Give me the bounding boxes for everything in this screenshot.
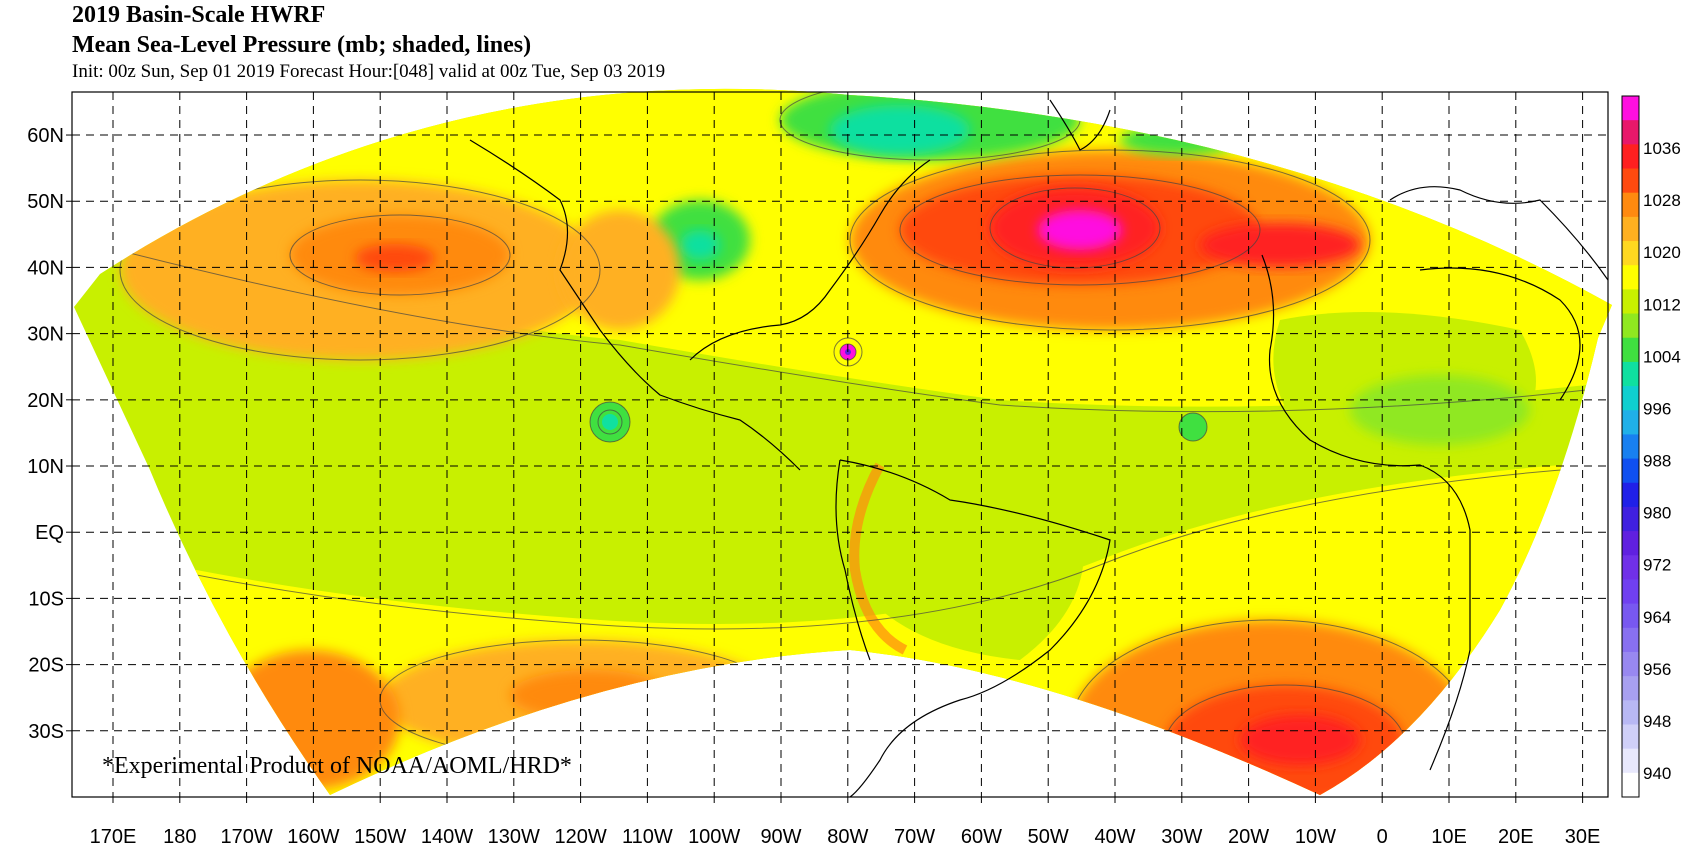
lon-label: 100W: [688, 826, 740, 846]
colorbar-label: 940: [1643, 764, 1671, 783]
lat-label: 30N: [27, 324, 64, 346]
colorbar-label: 972: [1643, 556, 1671, 575]
lon-label: 20W: [1228, 826, 1269, 846]
lon-label: 110W: [622, 826, 673, 846]
colorbar-segment: [1622, 676, 1639, 701]
coastlines: [469, 99, 1608, 797]
colorbar-label: 1020: [1643, 243, 1681, 262]
colorbar-label: 996: [1643, 399, 1671, 418]
colorbar-segment: [1622, 531, 1639, 556]
colorbar-segment: [1622, 434, 1639, 460]
colorbar-labels: 1036 1028 1020 1012 1004 996 988 980 972 964 956 94…: [1643, 139, 1681, 783]
lon-label: 170W: [220, 826, 272, 846]
colorbar-segment: [1622, 410, 1639, 435]
lon-label: 10W: [1295, 826, 1336, 846]
colorbar-segment: [1622, 651, 1639, 677]
lon-label: 150W: [354, 826, 406, 846]
colorbar-segment: [1622, 506, 1639, 532]
colorbar-segment: [1622, 289, 1639, 315]
lat-label: 50N: [27, 191, 64, 213]
colorbar-segment: [1622, 579, 1639, 605]
lon-label: 170E: [90, 826, 137, 846]
lon-label: 120W: [554, 826, 606, 846]
lon-label: 30E: [1565, 826, 1601, 846]
colorbar-segment: [1622, 168, 1639, 194]
colorbar-segment: [1622, 748, 1639, 774]
lon-label: 140W: [421, 826, 473, 846]
lat-label: 10S: [28, 588, 64, 610]
colorbar-outline: [1621, 95, 1640, 798]
lon-label: 20E: [1498, 826, 1534, 846]
colorbar-label: 988: [1643, 452, 1671, 471]
lon-label: 80W: [827, 826, 868, 846]
map-info-line: Init: 00z Sun, Sep 01 2019 Forecast Hour…: [72, 61, 666, 82]
colorbar-label: 948: [1643, 712, 1671, 731]
lat-label: 60N: [27, 125, 64, 147]
colorbar-segment: [1622, 337, 1639, 363]
colorbar: [1621, 95, 1640, 798]
colorbar-segment: [1622, 216, 1639, 242]
colorbar-segment: [1622, 96, 1639, 121]
lon-label: 130W: [488, 826, 540, 846]
lon-label: 160W: [287, 826, 339, 846]
lon-label: 10E: [1431, 826, 1467, 846]
colorbar-label: 1036: [1643, 139, 1681, 158]
lat-label: 40N: [27, 257, 64, 279]
colorbar-segment: [1622, 313, 1639, 339]
colorbar-label: 980: [1643, 504, 1671, 523]
title-block: 2019 Basin-Scale HWRF Mean Sea-Level Pre…: [72, 0, 665, 84]
graticule: [72, 92, 1608, 797]
colorbar-segment: [1622, 265, 1639, 290]
colorbar-segment: [1622, 627, 1639, 653]
colorbar-segment: [1622, 120, 1639, 145]
colorbar-segment: [1622, 144, 1639, 170]
colorbar-segment: [1622, 241, 1639, 266]
lon-label: 40W: [1094, 826, 1135, 846]
colorbar-label: 1004: [1643, 347, 1681, 366]
colorbar-segment: [1622, 772, 1639, 798]
colorbar-segment: [1622, 724, 1639, 750]
lon-label: 30W: [1161, 826, 1202, 846]
lat-label: 30S: [28, 721, 64, 743]
colorbar-segment: [1622, 458, 1639, 484]
tick-marks: [66, 134, 1584, 803]
colorbar-label: 956: [1643, 660, 1671, 679]
lat-label: 20S: [28, 655, 64, 677]
lon-label: 50W: [1028, 826, 1069, 846]
lon-label: 70W: [894, 826, 935, 846]
colorbar-segment: [1622, 361, 1639, 387]
colorbar-segment: [1622, 386, 1639, 411]
lat-label: EQ: [35, 522, 64, 544]
plot-frame: [71, 91, 1609, 798]
latitude-labels: 60N 50N 40N 30N 20N 10N EQ 10S 20S 30S: [27, 125, 64, 743]
colorbar-segment: [1622, 700, 1639, 725]
colorbar-label: 964: [1643, 608, 1671, 627]
colorbar-label: 1012: [1643, 295, 1681, 314]
colorbar-segment: [1622, 555, 1639, 580]
map-title: 2019 Basin-Scale HWRF: [72, 2, 326, 28]
lon-label: 0: [1377, 826, 1388, 846]
map-subtitle: Mean Sea-Level Pressure (mb; shaded, lin…: [72, 32, 532, 58]
colorbar-segment: [1622, 192, 1639, 218]
colorbar-segment: [1622, 482, 1639, 508]
lon-label: 60W: [961, 826, 1002, 846]
lon-label: 90W: [760, 826, 801, 846]
lat-label: 10N: [27, 456, 64, 478]
colorbar-segment: [1622, 603, 1639, 629]
colorbar-label: 1028: [1643, 191, 1681, 210]
lon-label: 180: [163, 826, 196, 846]
lat-label: 20N: [27, 390, 64, 412]
longitude-labels: 170E 180 170W 160W 150W 140W 130W 120W 110W 100W 9…: [90, 826, 1601, 846]
experimental-credit: *Experimental Product of NOAA/AOML/HRD*: [102, 753, 572, 779]
